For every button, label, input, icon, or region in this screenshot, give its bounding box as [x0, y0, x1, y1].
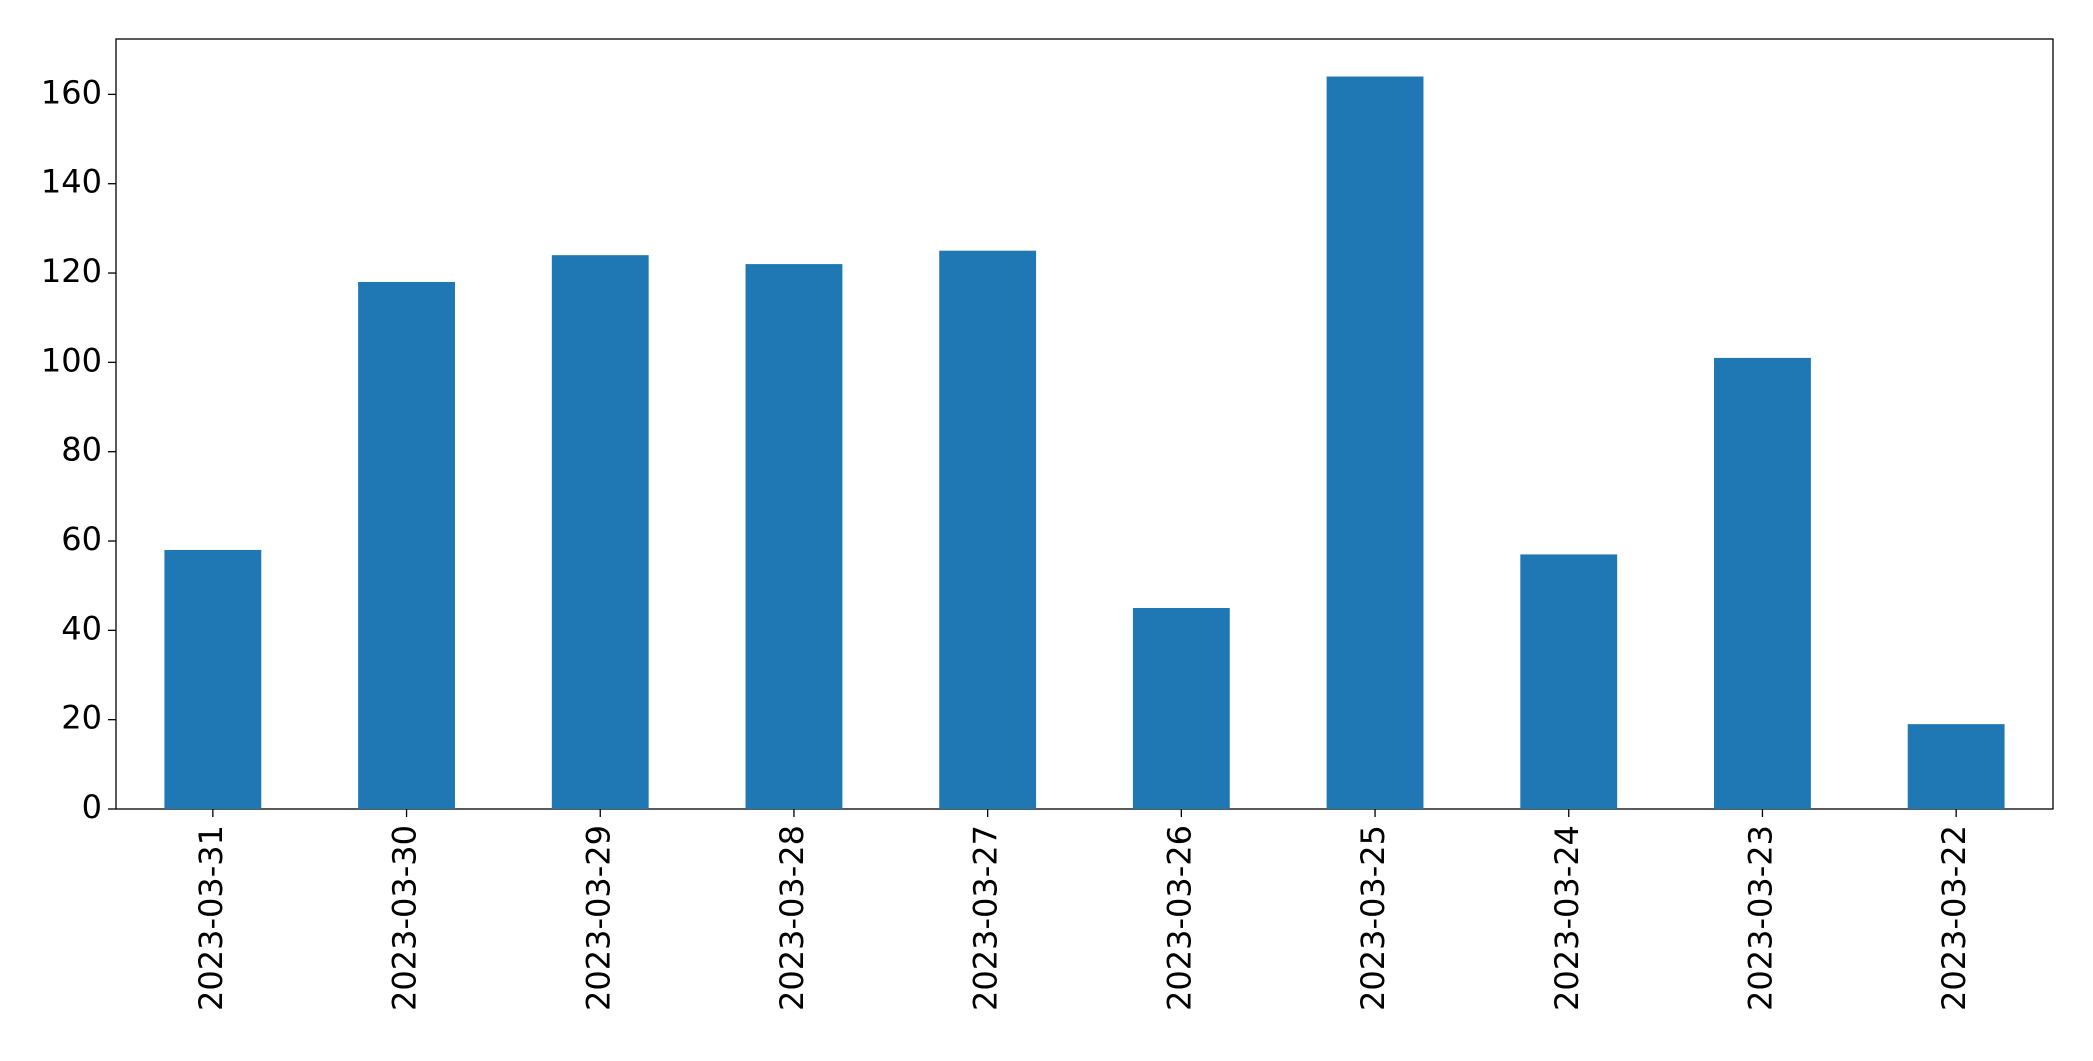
bar [164, 549, 262, 809]
x-tick-label: 2023-03-26 [1160, 825, 1198, 1011]
x-tick-label: 2023-03-25 [1354, 825, 1392, 1011]
bar [551, 255, 649, 809]
bar [1132, 608, 1230, 809]
bar [1907, 724, 2005, 809]
bar [1520, 554, 1618, 809]
y-tick-label: 20 [61, 699, 102, 737]
x-tick-label: 2023-03-31 [192, 825, 230, 1011]
y-tick-label: 80 [61, 431, 102, 469]
bar [939, 250, 1037, 810]
x-tick-label: 2023-03-23 [1741, 825, 1779, 1011]
y-tick-label: 120 [41, 252, 102, 290]
bar [1714, 357, 1811, 809]
y-tick-label: 40 [61, 609, 102, 647]
x-tick-label: 2023-03-29 [579, 825, 617, 1011]
bar [745, 264, 843, 810]
x-tick-label: 2023-03-22 [1935, 825, 1973, 1011]
y-tick-label: 0 [82, 788, 102, 826]
x-tick-label: 2023-03-24 [1548, 825, 1586, 1011]
y-tick-label: 60 [61, 520, 102, 558]
y-tick-label: 140 [41, 163, 102, 201]
x-tick-label: 2023-03-30 [386, 825, 424, 1011]
bar [1326, 76, 1424, 810]
bar [358, 281, 455, 809]
plot-frame [115, 38, 2054, 810]
y-tick-label: 100 [41, 341, 102, 379]
y-tick-label: 160 [41, 73, 102, 111]
x-tick-label: 2023-03-27 [967, 825, 1005, 1011]
x-tick-label: 2023-03-28 [773, 825, 811, 1011]
